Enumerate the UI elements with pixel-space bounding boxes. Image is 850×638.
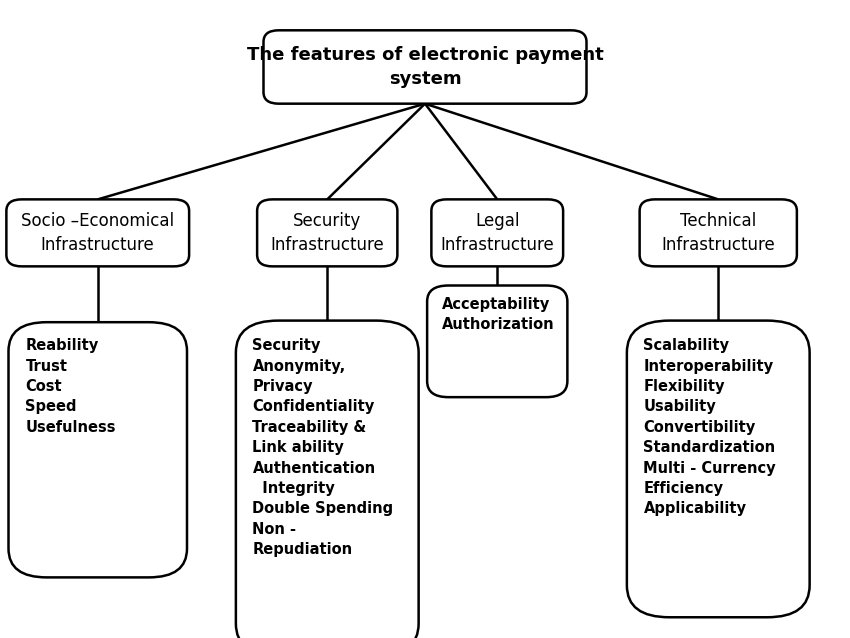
FancyBboxPatch shape	[8, 322, 187, 577]
Text: Reability
Trust
Cost
Speed
Usefulness: Reability Trust Cost Speed Usefulness	[26, 338, 116, 434]
Text: Technical
Infrastructure: Technical Infrastructure	[661, 212, 775, 254]
FancyBboxPatch shape	[264, 30, 586, 103]
FancyBboxPatch shape	[257, 199, 397, 267]
FancyBboxPatch shape	[7, 199, 189, 267]
Text: Legal
Infrastructure: Legal Infrastructure	[440, 212, 554, 254]
Text: The features of electronic payment
system: The features of electronic payment syste…	[246, 46, 604, 88]
Text: Security
Anonymity,
Privacy
Confidentiality
Traceability &
Link ability
Authenti: Security Anonymity, Privacy Confidential…	[252, 338, 394, 557]
Text: Scalability
Interoperability
Flexibility
Usability
Convertibility
Standardizatio: Scalability Interoperability Flexibility…	[643, 338, 776, 516]
FancyBboxPatch shape	[431, 199, 563, 267]
Text: Socio –Economical
Infrastructure: Socio –Economical Infrastructure	[21, 212, 174, 254]
FancyBboxPatch shape	[427, 286, 568, 397]
FancyBboxPatch shape	[626, 320, 809, 618]
FancyBboxPatch shape	[639, 199, 796, 267]
FancyBboxPatch shape	[236, 321, 419, 638]
Text: Acceptability
Authorization: Acceptability Authorization	[442, 297, 554, 332]
Text: Security
Infrastructure: Security Infrastructure	[270, 212, 384, 254]
